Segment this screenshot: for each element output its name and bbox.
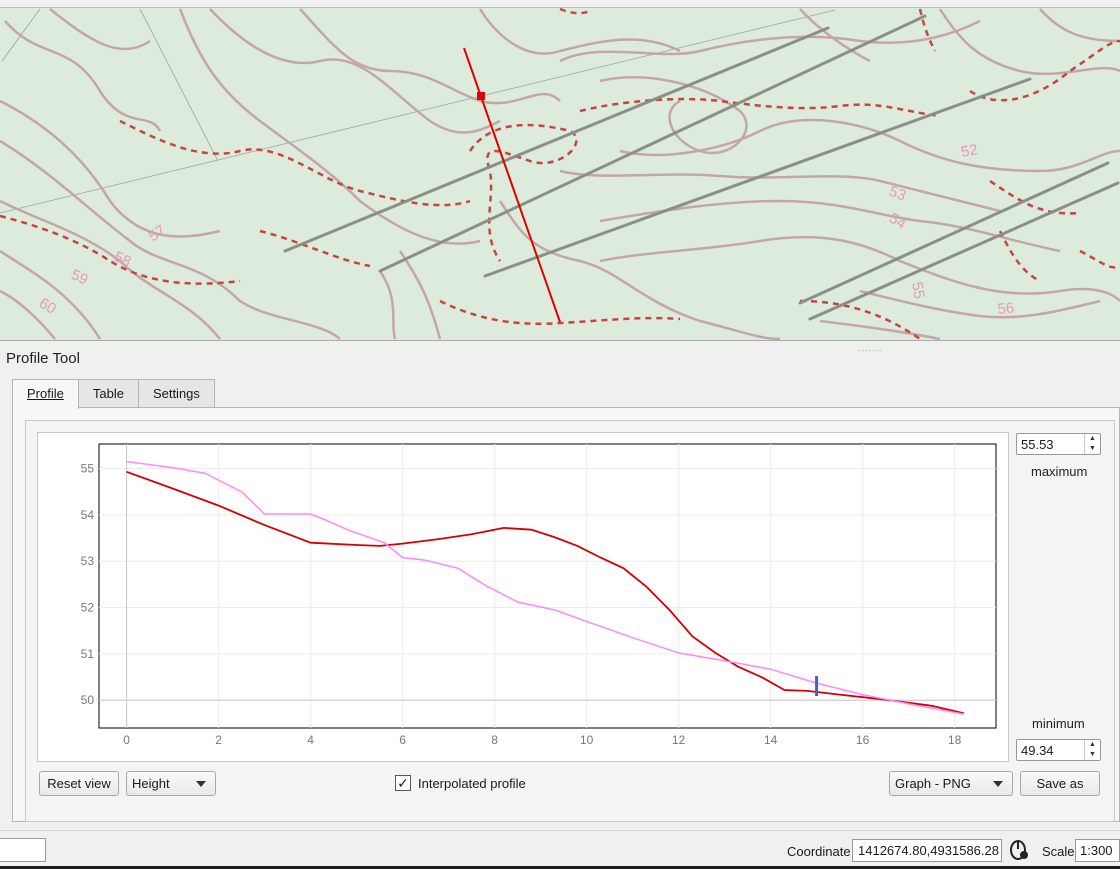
chevron-down-icon [196,781,206,787]
min-down-icon[interactable]: ▼ [1089,751,1096,758]
plot-area [98,443,997,729]
min-label: minimum [1032,716,1085,731]
chevron-down-icon [993,781,1003,787]
x-tick-label: 4 [307,733,314,747]
contour-label-56: 56 [997,300,1015,318]
save-as-button[interactable]: Save as [1020,771,1100,796]
contour-lines [0,8,1120,340]
x-tick-label: 14 [764,733,778,747]
max-up-icon[interactable]: ▲ [1089,435,1096,442]
contour-label-55: 55 [908,281,928,300]
export-select-value: Graph - PNG [895,776,971,791]
max-spinbox[interactable]: 55.53 ▲ ▼ [1016,433,1101,455]
min-spinbox[interactable]: 49.34 ▲ ▼ [1016,739,1101,761]
coordinate-field[interactable]: 1412674.80,4931586.28 [852,839,1002,862]
scale-field[interactable]: 1:300 [1075,839,1120,862]
scale-label: Scale [1042,844,1075,859]
y-tick-label: 50 [81,693,95,707]
contour-label-58: 58 [111,248,133,270]
max-down-icon[interactable]: ▼ [1089,445,1096,452]
min-up-icon[interactable]: ▲ [1089,741,1096,748]
tab-profile-label: Profile [27,386,64,401]
y-tick-label: 53 [81,554,95,568]
contour-label-group: 52 53 54 55 56 57 58 59 60 [36,141,1015,318]
y-tick-label: 52 [81,601,95,615]
max-label: maximum [1031,464,1088,479]
min-spin-arrows[interactable]: ▲ ▼ [1084,740,1100,760]
contour-label-59: 59 [68,266,90,288]
dashed-contours [0,8,1120,340]
x-tick-label: 6 [399,733,406,747]
contour-label-57: 57 [146,222,169,245]
tab-settings-label: Settings [152,386,200,401]
max-value: 55.53 [1021,437,1054,452]
profile-series-line [126,460,964,715]
map-layers: 52 53 54 55 56 57 58 59 60 [0,8,1120,340]
contour-label-52: 52 [960,141,979,161]
interpolated-checkbox[interactable]: ✓ [395,775,411,791]
reset-view-button[interactable]: Reset view [39,771,119,796]
x-tick-label: 16 [856,733,870,747]
splitter-handle[interactable]: ....... [858,343,883,353]
profile-marker[interactable] [477,92,485,100]
x-tick-label: 2 [215,733,222,747]
max-spin-arrows[interactable]: ▲ ▼ [1084,434,1100,454]
x-tick-label: 10 [580,733,594,747]
profile-chart[interactable]: 0 2 4 6 8 10 12 14 16 18 50 51 52 53 54 55 [37,432,1009,762]
coordinate-label: Coordinate [787,844,851,859]
profile-line[interactable] [463,47,561,323]
y-tick-label: 55 [81,462,95,476]
min-value: 49.34 [1021,743,1054,758]
x-tick-label: 8 [491,733,498,747]
map-canvas[interactable]: 52 53 54 55 56 57 58 59 60 [0,7,1120,341]
tab-bar: Profile Table Settings [12,379,215,409]
y-tick-label: 54 [81,508,95,522]
interpolated-label[interactable]: Interpolated profile [418,776,526,791]
export-select[interactable]: Graph - PNG [889,771,1013,796]
panel-title: Profile Tool [6,350,80,367]
status-search-input[interactable] [0,838,46,862]
tab-settings[interactable]: Settings [137,379,215,408]
x-tick-label: 0 [123,733,130,747]
x-tick-label: 12 [672,733,686,747]
profile-series-line [126,470,965,715]
tab-table-label: Table [92,386,124,401]
tab-profile[interactable]: Profile [12,379,79,409]
taskbar-strip [0,866,1120,869]
y-tick-label: 51 [81,647,95,661]
tab-table[interactable]: Table [77,379,139,408]
profile-chart-svg[interactable]: 0 2 4 6 8 10 12 14 16 18 50 51 52 53 54 55 [38,433,1008,761]
contour-label-53: 53 [887,183,908,205]
mode-select[interactable]: Height [126,771,216,796]
check-icon: ✓ [397,775,409,791]
mouse-coordinate-toggle-icon[interactable] [1008,838,1030,862]
x-tick-label: 18 [948,733,962,747]
contour-label-54: 54 [886,210,909,233]
roads [283,14,1120,321]
contour-label-60: 60 [36,295,59,318]
mode-select-value: Height [132,776,170,791]
